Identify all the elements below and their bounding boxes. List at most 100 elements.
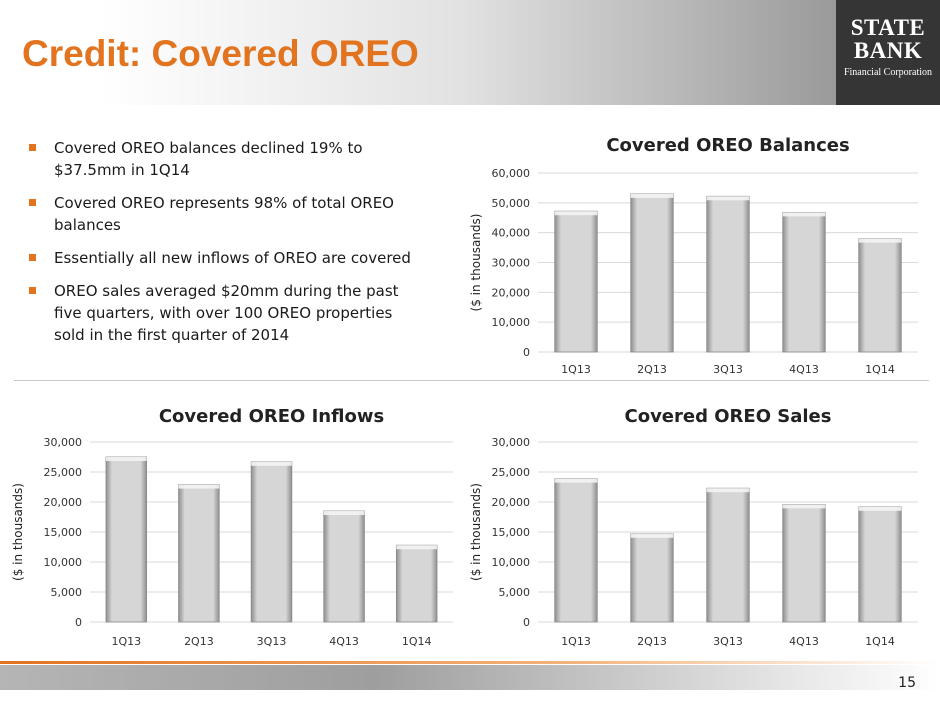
footer-band — [0, 665, 940, 690]
y-tick-label: 0 — [523, 346, 530, 359]
bar — [706, 195, 750, 353]
page-title: Credit: Covered OREO — [22, 33, 419, 74]
x-tick-label: 3Q13 — [713, 363, 743, 376]
x-tick-label: 4Q13 — [789, 363, 819, 376]
bar-highlight — [178, 484, 220, 489]
chart-title: Covered OREO Balances — [606, 135, 849, 156]
bar-highlight — [630, 533, 674, 538]
y-tick-label: 50,000 — [492, 197, 531, 210]
x-tick-label: 3Q13 — [713, 635, 743, 648]
bar — [858, 238, 902, 353]
bar — [323, 510, 365, 623]
y-tick-label: 0 — [75, 616, 82, 629]
bar — [554, 210, 598, 353]
bar — [554, 478, 598, 623]
bar-highlight — [858, 506, 902, 511]
y-tick-label: 0 — [523, 616, 530, 629]
y-tick-label: 30,000 — [492, 257, 531, 270]
page-number: 15 — [898, 675, 916, 691]
bar — [858, 506, 902, 623]
bar — [630, 533, 674, 623]
chart-inflows-svg: Covered OREO Inflows 0 5,000 10,000 15,000 20… — [11, 406, 453, 648]
bar-highlight — [105, 457, 147, 461]
bar-highlight — [858, 238, 902, 243]
bullet-text: Essentially all new inflows of OREO are … — [54, 249, 411, 267]
bullet-text: Covered OREO represents 98% of total ORE… — [54, 194, 394, 234]
bar-highlight — [630, 193, 674, 198]
bar-highlight — [782, 504, 826, 509]
bar — [782, 211, 826, 353]
x-tick-label: 1Q14 — [865, 363, 895, 376]
y-tick-label: 25,000 — [44, 466, 83, 479]
square-bullet-icon — [29, 254, 36, 261]
chart-balances: Covered OREO Balances 0 10,000 20,000 30,000… — [468, 125, 928, 380]
y-tick-label: 5,000 — [51, 586, 83, 599]
square-bullet-icon — [29, 199, 36, 206]
chart-sales-svg: Covered OREO Sales 0 5,000 10,000 15,000 20,0… — [469, 406, 918, 648]
y-tick-label: 20,000 — [492, 496, 531, 509]
x-tick-label: 3Q13 — [257, 635, 287, 648]
y-tick-label: 10,000 — [44, 556, 83, 569]
bar — [630, 193, 674, 353]
y-tick-label: 30,000 — [492, 436, 531, 449]
bar-highlight — [251, 461, 292, 466]
chart-title: Covered OREO Sales — [625, 406, 832, 427]
chart-inflows: Covered OREO Inflows 0 5,000 10,000 15,000 20… — [8, 395, 463, 657]
bar-highlight — [323, 511, 365, 515]
x-tick-label: 4Q13 — [329, 635, 359, 648]
x-tick-label: 4Q13 — [789, 635, 819, 648]
y-tick-label: 5,000 — [499, 586, 531, 599]
bullet-item: Covered OREO balances declined 19% to $3… — [26, 137, 426, 181]
y-tick-label: 20,000 — [492, 286, 531, 299]
footer-accent-line — [0, 661, 940, 664]
y-tick-label: 20,000 — [44, 496, 83, 509]
bullet-text: Covered OREO balances declined 19% to $3… — [54, 139, 363, 179]
logo-line-1: STATE — [850, 15, 926, 40]
bar — [105, 456, 148, 623]
logo-line-2: BANK — [853, 38, 923, 63]
x-tick-label: 2Q13 — [637, 363, 667, 376]
bar-highlight — [396, 545, 438, 550]
logo-subtitle: Financial Corporation — [843, 67, 933, 78]
bullet-item: Essentially all new inflows of OREO are … — [26, 247, 426, 269]
x-tick-label: 1Q13 — [561, 635, 591, 648]
y-axis-label: ($ in thousands) — [11, 483, 25, 581]
y-tick-label: 40,000 — [492, 227, 531, 240]
x-tick-label: 1Q14 — [865, 635, 895, 648]
x-tick-label: 2Q13 — [637, 635, 667, 648]
bar — [178, 484, 220, 623]
chart-balances-svg: Covered OREO Balances 0 10,000 20,000 30,000… — [469, 135, 918, 376]
chart-title: Covered OREO Inflows — [159, 406, 384, 427]
x-tick-label: 2Q13 — [184, 635, 214, 648]
x-tick-label: 1Q13 — [111, 635, 141, 648]
y-tick-label: 15,000 — [492, 526, 531, 539]
bar-highlight — [554, 478, 598, 483]
bar-highlight — [782, 212, 826, 217]
company-logo: STATE BANK Financial Corporation — [836, 0, 940, 105]
bar — [250, 461, 293, 623]
bar — [782, 504, 826, 623]
y-tick-label: 10,000 — [492, 316, 531, 329]
y-tick-label: 60,000 — [492, 167, 531, 180]
square-bullet-icon — [29, 287, 36, 294]
bar — [395, 544, 438, 623]
bar-highlight — [706, 196, 750, 201]
y-tick-label: 30,000 — [44, 436, 83, 449]
header-band — [0, 0, 836, 105]
x-tick-label: 1Q14 — [402, 635, 432, 648]
section-divider — [14, 380, 929, 381]
bullet-item: Covered OREO represents 98% of total ORE… — [26, 192, 426, 236]
bullet-item: OREO sales averaged $20mm during the pas… — [26, 280, 426, 346]
bullet-list: Covered OREO balances declined 19% to $3… — [26, 137, 426, 357]
chart-sales: Covered OREO Sales 0 5,000 10,000 15,000 20,0… — [468, 395, 928, 657]
x-tick-label: 1Q13 — [561, 363, 591, 376]
y-axis-label: ($ in thousands) — [469, 483, 483, 581]
bullet-text: OREO sales averaged $20mm during the pas… — [54, 282, 399, 344]
square-bullet-icon — [29, 144, 36, 151]
bar-highlight — [706, 488, 750, 493]
y-tick-label: 15,000 — [44, 526, 83, 539]
y-tick-label: 10,000 — [492, 556, 531, 569]
y-tick-label: 25,000 — [492, 466, 531, 479]
y-axis-label: ($ in thousands) — [469, 214, 483, 312]
bar-highlight — [554, 211, 598, 216]
